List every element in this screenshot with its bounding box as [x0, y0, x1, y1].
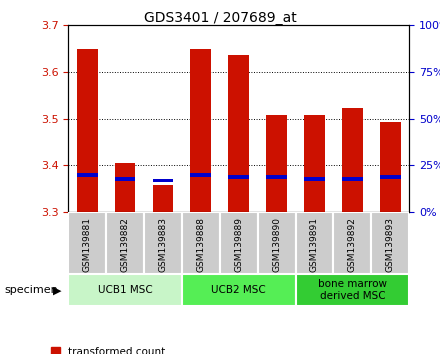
Bar: [342, 108, 363, 212]
Text: GSM139892: GSM139892: [348, 217, 357, 272]
FancyBboxPatch shape: [371, 212, 409, 274]
Bar: [191, 49, 211, 212]
Bar: [304, 115, 325, 212]
Text: GSM139883: GSM139883: [158, 217, 168, 272]
Legend: transformed count, percentile rank within the sample: transformed count, percentile rank withi…: [51, 347, 244, 354]
FancyBboxPatch shape: [334, 212, 371, 274]
FancyBboxPatch shape: [220, 212, 258, 274]
Bar: [114, 177, 136, 181]
FancyBboxPatch shape: [106, 212, 144, 274]
Bar: [380, 175, 401, 179]
Bar: [304, 177, 325, 181]
Text: UCB2 MSC: UCB2 MSC: [211, 285, 266, 295]
FancyBboxPatch shape: [68, 212, 106, 274]
Text: bone marrow
derived MSC: bone marrow derived MSC: [318, 279, 387, 301]
Bar: [342, 177, 363, 181]
Bar: [266, 175, 287, 179]
Text: GSM139893: GSM139893: [386, 217, 395, 272]
Text: GSM139890: GSM139890: [272, 217, 281, 272]
FancyBboxPatch shape: [144, 212, 182, 274]
Bar: [266, 115, 287, 212]
Bar: [228, 55, 249, 212]
Bar: [228, 175, 249, 179]
Bar: [68, 274, 182, 306]
Text: GSM139888: GSM139888: [196, 217, 205, 272]
Text: ▶: ▶: [53, 285, 62, 295]
Bar: [380, 122, 401, 212]
Bar: [114, 163, 136, 212]
Text: UCB1 MSC: UCB1 MSC: [98, 285, 152, 295]
Text: specimen: specimen: [4, 285, 58, 295]
Text: GSM139889: GSM139889: [234, 217, 243, 272]
Text: GDS3401 / 207689_at: GDS3401 / 207689_at: [143, 11, 297, 25]
FancyBboxPatch shape: [258, 212, 296, 274]
Bar: [153, 185, 173, 212]
Text: GSM139881: GSM139881: [83, 217, 92, 272]
Bar: [153, 179, 173, 182]
FancyBboxPatch shape: [296, 212, 334, 274]
Bar: [77, 173, 98, 177]
Text: GSM139891: GSM139891: [310, 217, 319, 272]
Bar: [191, 173, 211, 177]
Bar: [77, 49, 98, 212]
FancyBboxPatch shape: [182, 212, 220, 274]
Bar: [296, 274, 409, 306]
Bar: [182, 274, 296, 306]
Text: GSM139882: GSM139882: [121, 217, 129, 272]
